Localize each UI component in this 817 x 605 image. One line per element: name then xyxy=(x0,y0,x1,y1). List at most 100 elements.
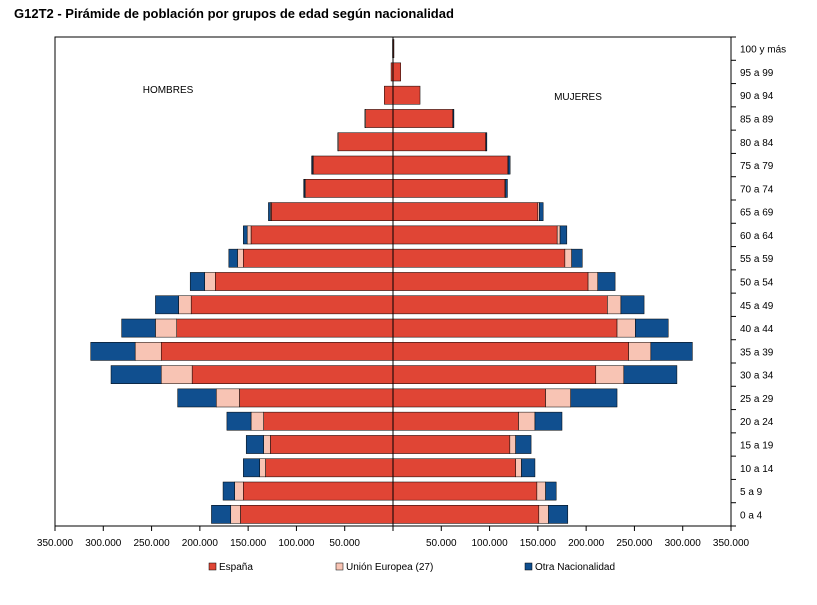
mujeres-label: MUJERES xyxy=(554,92,602,103)
bar-hombres-espana xyxy=(270,435,394,454)
legend-swatch-otra xyxy=(524,562,533,571)
bar-mujeres-espana xyxy=(392,481,538,501)
bar-mujeres-otra xyxy=(571,248,583,268)
bar-hombres-espana xyxy=(190,295,394,315)
legend-label-otra: Otra Nacionalidad xyxy=(535,562,615,573)
x-tick-label: 250.000 xyxy=(616,538,653,549)
bar-mujeres-otra xyxy=(650,342,693,361)
bar-mujeres-espana xyxy=(392,388,546,408)
age-group-label: 35 a 39 xyxy=(740,347,774,358)
bar-hombres-otra xyxy=(303,179,305,198)
bar-hombres-ue xyxy=(234,481,244,501)
age-group-label: 70 a 74 xyxy=(740,184,774,195)
bar-hombres-ue xyxy=(230,505,241,524)
bar-hombres-ue xyxy=(246,225,252,245)
bar-hombres-otra xyxy=(189,272,205,291)
bar-hombres-ue xyxy=(204,272,216,291)
bar-mujeres-espana xyxy=(392,365,597,384)
bar-hombres-espana xyxy=(364,109,394,128)
bar-mujeres-espana xyxy=(392,411,519,431)
bar-mujeres-ue xyxy=(509,435,516,454)
bar-mujeres-ue xyxy=(518,411,536,431)
bar-mujeres-otra xyxy=(521,458,536,478)
bar-hombres-espana xyxy=(384,85,394,105)
bar-mujeres-espana xyxy=(392,109,454,128)
bar-hombres-ue xyxy=(337,132,339,152)
bar-hombres-espana xyxy=(304,179,394,198)
bar-mujeres-otra xyxy=(539,202,544,221)
bar-hombres-otra xyxy=(211,505,232,524)
legend-swatch-ue xyxy=(335,562,344,571)
bar-mujeres-ue xyxy=(607,295,622,315)
age-group-label: 5 a 9 xyxy=(740,487,763,498)
x-tick-label: 350.000 xyxy=(713,538,750,549)
age-group-label: 55 a 59 xyxy=(740,254,774,265)
bar-hombres-espana xyxy=(176,318,394,338)
bar-mujeres-espana xyxy=(392,435,511,454)
age-group-label: 15 a 19 xyxy=(740,441,774,452)
age-group-label: 90 a 94 xyxy=(740,91,774,102)
bar-hombres-ue xyxy=(237,248,244,268)
legend-label-ue: Unión Europea (27) xyxy=(346,562,433,573)
bar-mujeres-otra xyxy=(505,179,508,198)
bar-mujeres-espana xyxy=(392,225,558,245)
bar-mujeres-espana xyxy=(392,179,506,198)
age-group-label: 40 a 44 xyxy=(740,324,774,335)
bar-mujeres-espana xyxy=(392,132,486,152)
x-tick-label: 150.000 xyxy=(520,538,557,549)
bar-mujeres-espana xyxy=(392,318,618,338)
bar-mujeres-otra xyxy=(623,365,678,384)
bar-hombres-ue xyxy=(134,342,162,361)
bar-hombres-espana xyxy=(263,411,394,431)
bar-hombres-espana xyxy=(239,388,394,408)
axes: 0 a 4 5 a 9 10 a 14 15 a 19 20 a 24 25 a 29 30… xyxy=(37,36,786,549)
age-group-label: 85 a 89 xyxy=(740,115,774,126)
bar-hombres-otra xyxy=(177,388,217,408)
bar-hombres-espana xyxy=(160,342,394,361)
bar-hombres-espana xyxy=(271,202,394,221)
bar-hombres-otra xyxy=(222,481,235,501)
bar-mujeres-espana xyxy=(392,248,566,268)
bar-hombres-otra xyxy=(243,225,248,245)
bar-hombres-otra xyxy=(121,318,156,338)
age-group-label: 45 a 49 xyxy=(740,301,774,312)
bar-hombres-ue xyxy=(250,411,264,431)
bar-mujeres-ue xyxy=(545,388,571,408)
bar-mujeres-espana xyxy=(392,85,421,105)
age-group-label: 95 a 99 xyxy=(740,68,774,79)
x-tick-label: 50.000 xyxy=(426,538,457,549)
age-group-label: 80 a 84 xyxy=(740,138,774,149)
legend-label-espana: España xyxy=(219,562,253,573)
bar-hombres-otra xyxy=(110,365,162,384)
bar-hombres-ue xyxy=(155,318,177,338)
bar-hombres-espana xyxy=(243,248,394,268)
age-group-label: 30 a 34 xyxy=(740,371,774,382)
bar-hombres-espana xyxy=(243,481,394,501)
bar-hombres-otra xyxy=(155,295,179,315)
age-group-label: 50 a 54 xyxy=(740,278,774,289)
x-tick-label: 200.000 xyxy=(568,538,605,549)
bar-mujeres-otra xyxy=(597,272,616,291)
bar-mujeres-otra xyxy=(559,225,568,245)
bar-mujeres-ue xyxy=(536,481,546,501)
x-tick-label: 150.000 xyxy=(230,538,267,549)
bar-mujeres-espana xyxy=(392,62,401,82)
x-tick-label: 250.000 xyxy=(133,538,170,549)
bar-mujeres-espana xyxy=(392,272,589,291)
bar-hombres-otra xyxy=(226,411,252,431)
bar-hombres-otra xyxy=(228,248,238,268)
bar-hombres-otra xyxy=(268,202,271,221)
bar-mujeres-ue xyxy=(538,505,549,524)
legend-swatch-espana xyxy=(208,562,217,571)
hombres-label: HOMBRES xyxy=(143,85,194,96)
bar-mujeres-espana xyxy=(392,295,608,315)
bar-mujeres-otra xyxy=(507,155,511,175)
chart-title: G12T2 - Pirámide de población por grupos… xyxy=(14,6,454,21)
bar-mujeres-otra xyxy=(548,505,569,524)
bar-mujeres-espana xyxy=(392,458,516,478)
bar-hombres-ue xyxy=(364,109,366,128)
bar-hombres-espana xyxy=(337,132,394,152)
bar-mujeres-ue xyxy=(616,318,636,338)
age-group-label: 25 a 29 xyxy=(740,394,774,405)
bar-hombres-espana xyxy=(240,505,394,524)
